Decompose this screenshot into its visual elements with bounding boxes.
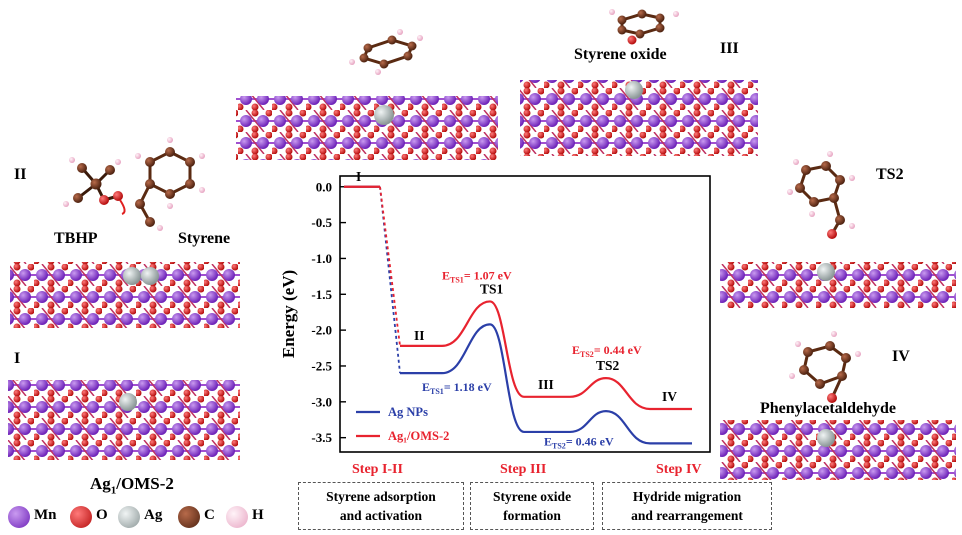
series-line-1	[344, 185, 692, 411]
annotation-value: = 0.46 eV	[566, 434, 614, 448]
state-label: TS1	[480, 281, 504, 296]
barrier-annotation: ETS2= 0.46 eV	[544, 434, 614, 450]
y-tick-label: -1.0	[311, 251, 332, 266]
state-label-ts2: TS2	[876, 166, 904, 183]
step-desc: and activation	[339, 508, 423, 523]
plot-frame	[339, 175, 711, 453]
y-tick-label: -2.5	[311, 358, 332, 373]
step-label-iii: Step III	[500, 462, 547, 477]
state-label: IV	[662, 389, 677, 404]
step-desc: Hydride migration	[632, 489, 742, 504]
y-tick-label: -3.5	[311, 430, 332, 445]
annotation-value: = 1.18 eV	[444, 380, 492, 394]
atom-legend-c: C	[204, 507, 215, 523]
step-desc: and rearrangement	[631, 508, 743, 523]
phenylacetaldehyde-label: Phenylacetaldehyde	[760, 400, 896, 417]
step-box-iv: Hydride migration and rearrangement	[602, 482, 772, 530]
step-box-iii: Styrene oxide formation	[470, 482, 594, 530]
annotation-subscript: TS2	[580, 350, 594, 359]
step-desc: Styrene oxide	[492, 489, 572, 504]
step-label-iv: Step IV	[656, 462, 702, 477]
y-tick-label: -1.5	[311, 287, 332, 302]
state-label: TS2	[596, 358, 620, 373]
h-atom-icon	[226, 506, 248, 528]
annotation-value: = 1.07 eV	[464, 268, 512, 282]
annotation-subscript: TS2	[552, 441, 566, 450]
atom-legend-o: O	[96, 507, 108, 523]
atom-legend-mn: Mn	[34, 507, 57, 523]
catalyst-label: Ag1/OMS-2	[90, 474, 174, 497]
energy-profile-chart: Energy (eV) 0.0 -0.5 -1.0 -1.5 -2.0 -2.5 -3.0 -…	[279, 169, 711, 453]
legend-label: Ag NPs	[388, 405, 428, 419]
mn-atom-icon	[8, 506, 30, 528]
state-label-iii: III	[720, 40, 739, 57]
annotation-value: = 0.44 eV	[594, 343, 642, 357]
state-label: II	[414, 328, 425, 343]
barrier-annotation: ETS2= 0.44 eV	[572, 343, 642, 359]
barrier-annotation: ETS1= 1.18 eV	[422, 380, 492, 396]
series-connector-1	[379, 186, 401, 347]
tbhp-label: TBHP	[54, 230, 98, 247]
o-atom-icon	[70, 506, 92, 528]
y-axis-label: Energy (eV)	[279, 270, 298, 358]
y-tick-label: -3.0	[311, 394, 332, 409]
c-atom-icon	[178, 506, 200, 528]
styrene-label: Styrene	[178, 230, 231, 247]
annotation-subscript: TS1	[450, 275, 464, 284]
step-box-i-ii: Styrene adsorption and activation	[298, 482, 464, 530]
y-tick-label: 0.0	[316, 179, 332, 194]
step-desc: Styrene adsorption	[326, 489, 436, 504]
step-desc: formation	[503, 508, 561, 523]
annotation-subscript: TS1	[430, 387, 444, 396]
state-label: III	[538, 377, 554, 392]
barrier-annotation: ETS1= 1.07 eV	[442, 268, 512, 284]
atom-legend-h: H	[252, 507, 264, 523]
atom-legend-ag: Ag	[144, 507, 163, 523]
state-label-ii: II	[14, 166, 27, 183]
legend-label: Ag₁/OMS-2	[388, 429, 449, 443]
state-label: I	[356, 169, 361, 184]
state-label-i: I	[14, 350, 21, 367]
annotation-symbol: E	[544, 434, 552, 448]
ag-atom-icon	[118, 506, 140, 528]
styrene-oxide-label: Styrene oxide	[574, 46, 667, 63]
y-tick-label: -2.0	[311, 323, 332, 338]
state-label-iv: IV	[892, 348, 910, 365]
annotation-symbol: E	[442, 268, 450, 282]
y-tick-label: -0.5	[311, 215, 332, 230]
annotation-symbol: E	[422, 380, 430, 394]
step-label-i-ii: Step I-II	[352, 462, 403, 477]
annotation-symbol: E	[572, 343, 580, 357]
